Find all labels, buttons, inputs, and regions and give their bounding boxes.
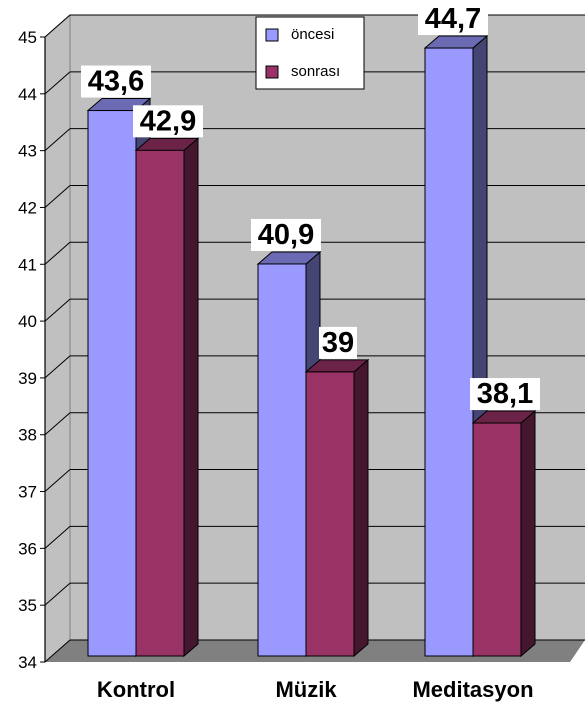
gridline-diagonal [44,639,71,663]
gridline-diagonal [44,469,71,492]
data-label-bg [470,378,540,411]
data-label-text: 44,7 [425,3,481,35]
data-label-öncesi-Kontrol: 43,6 [81,65,151,98]
legend: öncesi sonrası [255,16,365,90]
gridline-diagonal [44,185,71,208]
data-label-bg [251,218,321,251]
bar-front [257,263,307,657]
y-tick-label: 42 [18,198,37,217]
gridline-diagonal [44,71,71,95]
category-label-Kontrol: Kontrol [97,677,175,702]
data-label-sonrası-Meditasyon: 38,1 [470,378,540,411]
category-label-Müzik: Müzik [275,677,337,702]
data-label-text: 38,1 [477,378,533,410]
gridline-diagonal [44,298,71,322]
y-tick-label: 40 [18,312,37,331]
y-tick-label: 35 [18,596,37,615]
data-label-text: 42,9 [140,105,196,137]
y-tick-label: 39 [18,369,37,388]
data-label-text: 40,9 [258,219,314,251]
data-label-öncesi-Meditasyon: 44,7 [418,3,488,36]
y-tick-label: 44 [18,85,37,104]
side-wall [44,13,71,664]
data-label-text: 43,6 [88,66,144,98]
bar-sonrası-Müzik [304,358,370,658]
gridline-diagonal [44,525,71,549]
gridline-diagonal [44,241,71,265]
bar-side [183,137,199,658]
bar-front [135,149,185,657]
gridline-diagonal [44,355,71,379]
y-tick-label: 38 [18,426,37,445]
data-label-sonrası-Müzik: 39 [319,326,357,359]
y-tick-label: 45 [18,28,37,47]
bar-front [472,422,522,657]
category-label-Meditasyon: Meditasyon [412,677,533,702]
data-label-bg [81,65,151,98]
gridline-diagonal [44,14,71,38]
legend-label-sonrasi: sonrası [291,63,340,80]
y-axis: 34 35 36 37 38 39 40 41 42 43 44 45 [18,28,46,672]
data-label-bg [133,105,203,138]
y-tick-label: 34 [18,653,37,672]
y-tick-label: 41 [18,255,37,274]
bar-front [424,47,474,657]
bar-sonrası-Meditasyon [471,409,537,658]
x-axis-categories: Kontrol Müzik Meditasyon [97,677,534,702]
legend-label-oncesi: öncesi [291,26,334,43]
legend-swatch-oncesi [265,28,279,42]
legend-swatch-sonrasi [265,65,279,79]
data-label-bg [418,3,488,36]
y-tick-label: 43 [18,142,37,161]
bar-sonrası-Kontrol [134,137,200,658]
data-labels: 43,6 42,9 40,9 39 44,7 38,1 [81,3,540,411]
bars [86,34,537,658]
gridline-diagonal [44,582,71,606]
bar-side [520,409,536,658]
y-tick-label: 36 [18,539,37,558]
data-label-bg [319,326,357,359]
data-label-sonrası-Kontrol: 42,9 [133,105,203,138]
gridline-diagonal [44,128,71,152]
bar-front [87,110,137,657]
data-label-öncesi-Müzik: 40,9 [251,218,321,251]
bar-side [353,358,369,658]
bar-front [305,371,355,657]
data-label-text: 39 [322,327,354,359]
y-tick-label: 37 [18,483,37,502]
gridline-diagonal [44,412,71,436]
